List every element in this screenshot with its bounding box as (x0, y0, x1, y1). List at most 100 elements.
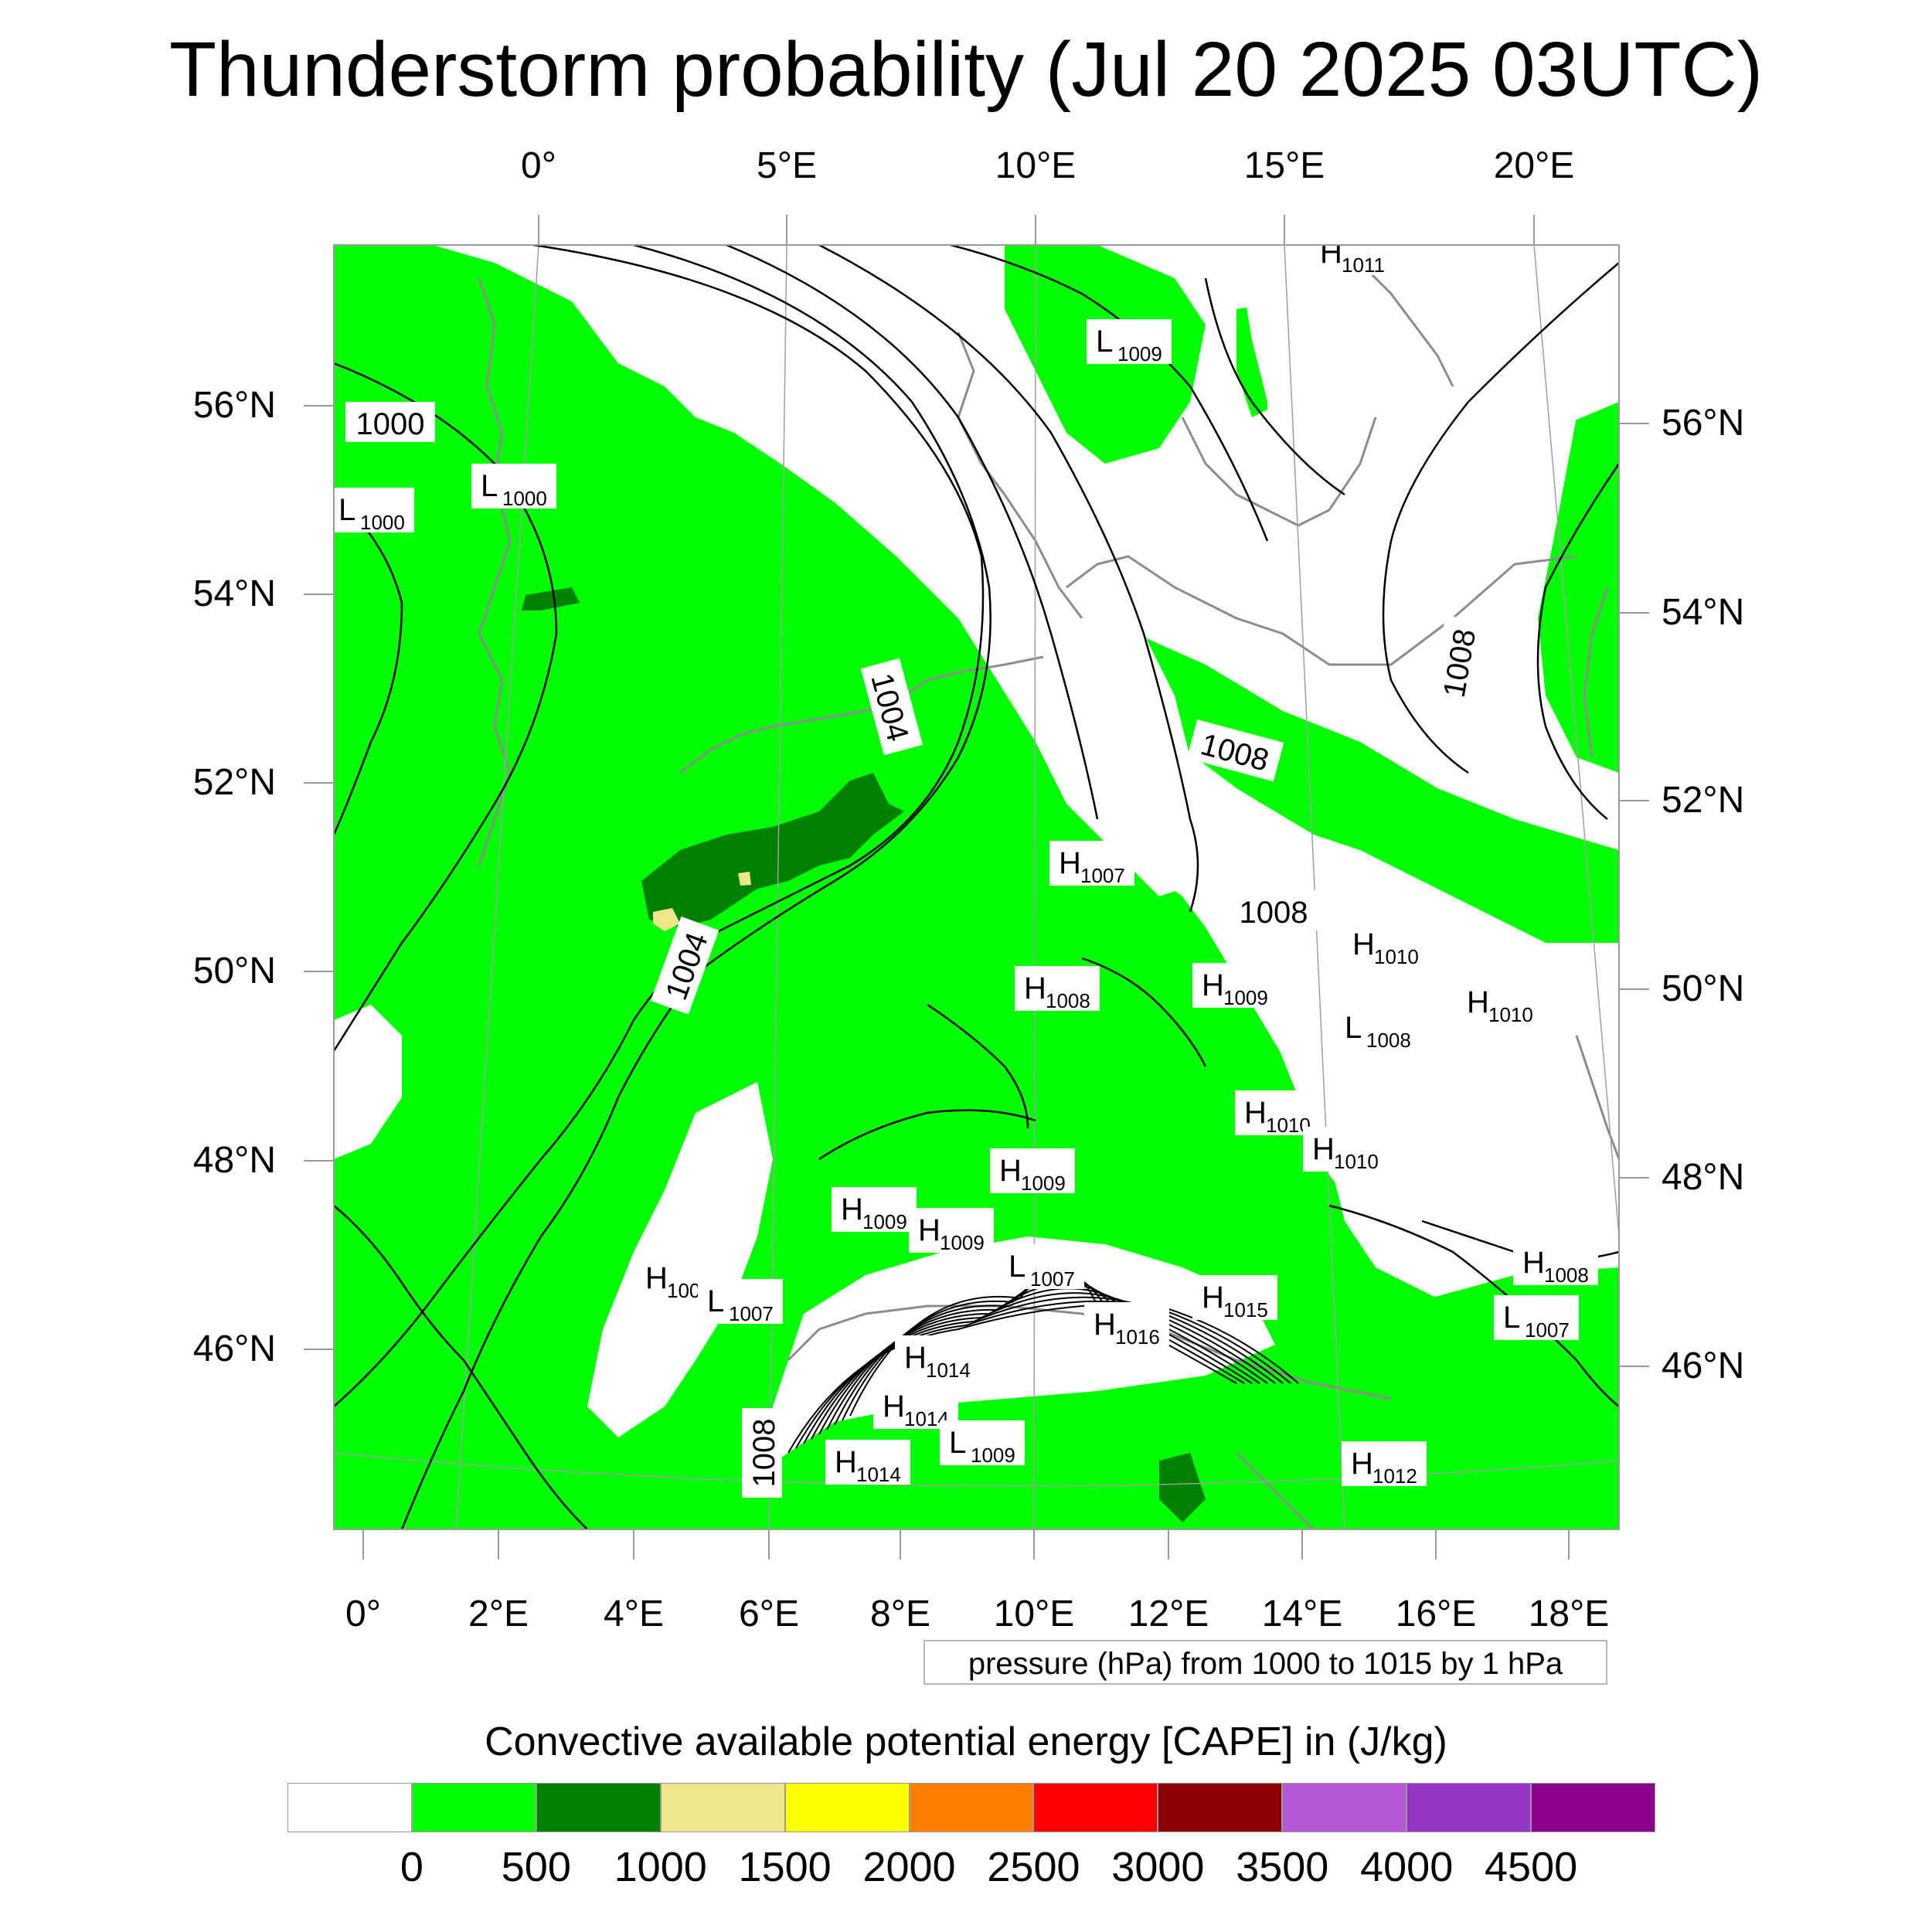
center-value: 1007 (1080, 864, 1125, 887)
cape-moderate-area (641, 773, 904, 927)
label-box (742, 1408, 782, 1498)
coastline (679, 655, 1044, 774)
colorbar-label: 3000 (1111, 1844, 1205, 1890)
isobar-line (1328, 1204, 1619, 1407)
center-value: 1009 (862, 1210, 907, 1233)
center-letter: L (949, 1426, 966, 1460)
high-pressure-center: H 1014 (825, 1440, 910, 1486)
isobar-value-text: 1008 (1240, 896, 1308, 930)
high-pressure-center: H 1014 (895, 1335, 980, 1382)
high-pressure-center: H 1014 (873, 1384, 958, 1430)
center-label-box (999, 1244, 1084, 1289)
center-label-box (1343, 922, 1428, 967)
top-lon-tick: 10°E (995, 145, 1077, 186)
center-letter: H (645, 1261, 668, 1295)
center-letter: L (338, 493, 355, 527)
colorbar-label: 2000 (862, 1844, 956, 1890)
center-label-box (471, 464, 556, 509)
meridian-line (1533, 245, 1619, 1237)
colorbar-swatch (536, 1783, 661, 1832)
low-pressure-center: L 1007 (1494, 1295, 1579, 1342)
center-letter: H (1094, 1308, 1116, 1342)
center-letter: L (1096, 325, 1113, 359)
center-label-box (1192, 963, 1277, 1008)
bottom-lon-tick: 4°E (604, 1594, 664, 1634)
colorbar-label: 0 (400, 1844, 423, 1890)
high-pressure-center: H 1009 (990, 1148, 1075, 1195)
center-letter: H (1024, 971, 1046, 1005)
center-letter: H (918, 1213, 940, 1247)
high-pressure-center: H 1009 (1192, 963, 1277, 1009)
bottom-lon-tick: 18°E (1528, 1594, 1610, 1634)
low-pressure-center: L 1008 (1335, 1005, 1420, 1052)
center-label-box (1049, 841, 1134, 886)
right-lat-tick: 54°N (1662, 592, 1745, 633)
colorbar-swatch (1531, 1783, 1655, 1832)
center-value: 1012 (1372, 1464, 1417, 1488)
center-label-box (990, 1148, 1075, 1193)
center-label-box (1342, 1441, 1427, 1486)
center-value: 1007 (1525, 1318, 1570, 1342)
top-lon-tick: 0° (521, 145, 556, 186)
isobar-line (1204, 277, 1345, 496)
isobar-line (334, 362, 558, 1052)
cape-high-area (653, 908, 680, 931)
low-pressure-center: L 1007 (698, 1279, 783, 1325)
figure-title: Thunderstorm probability (Jul 20 2025 03… (168, 26, 1764, 113)
colorbar-swatch (1158, 1783, 1283, 1832)
colorbar-swatch (660, 1783, 785, 1832)
coastline (957, 332, 1083, 619)
colorbar-label: 2500 (987, 1844, 1080, 1890)
colorbar-label: 4000 (1360, 1844, 1454, 1890)
center-label-box (1513, 1240, 1598, 1285)
center-letter: H (835, 1445, 857, 1479)
cape-high-area (738, 872, 751, 886)
right-lat-tick: 56°N (1662, 403, 1745, 444)
center-letter: H (904, 1341, 927, 1375)
bottom-lon-tick: 14°E (1261, 1594, 1343, 1634)
high-pressure-center: H 1016 (1084, 1302, 1169, 1349)
isobar-line (1382, 262, 1619, 774)
colorbar-swatch (1033, 1783, 1158, 1832)
center-value: 1009 (1223, 986, 1268, 1009)
center-value: 1011 (1342, 253, 1385, 277)
label-box (345, 402, 435, 442)
low-pressure-center: L 1000 (334, 488, 414, 534)
center-letter: H (883, 1389, 905, 1423)
center-letter: L (481, 469, 498, 503)
center-letter: H (1202, 1281, 1224, 1315)
center-label-box (1335, 1005, 1420, 1050)
center-letter: L (1503, 1301, 1520, 1335)
isobar-line (334, 494, 403, 835)
high-pressure-center: H 1009 (909, 1208, 994, 1254)
center-label-box (698, 1279, 783, 1324)
center-label-box (1192, 1275, 1277, 1320)
bottom-lon-tick: 8°E (870, 1594, 930, 1634)
meridian-line (1284, 245, 1345, 1529)
label-box (650, 916, 719, 1015)
left-lat-tick: 54°N (192, 573, 276, 614)
isobar-line (818, 245, 1199, 913)
colorbar-title: Convective available potential energy [C… (485, 1719, 1447, 1764)
high-pressure-center: H 1008 (1513, 1240, 1598, 1287)
high-pressure-center: H 1015 (1192, 1275, 1277, 1321)
isobar-line (400, 245, 992, 1529)
center-letter: H (1059, 846, 1081, 880)
high-pressure-center: H 1011 (1311, 245, 1396, 277)
label-box (1229, 890, 1318, 930)
left-lat-tick: 56°N (192, 385, 276, 426)
center-value: 1014 (926, 1359, 971, 1382)
isobar-line (818, 1109, 1036, 1161)
cape-area (334, 1082, 556, 1329)
meridian-line (1033, 245, 1036, 1529)
left-lat-tick: 50°N (192, 951, 276, 992)
center-label-box (334, 488, 414, 532)
center-letter: H (1351, 1447, 1373, 1481)
coastline (478, 277, 512, 866)
center-letter: L (1009, 1250, 1026, 1284)
cape-moderate-area (1159, 1453, 1206, 1522)
cape-moderate-area (522, 587, 580, 611)
center-letter: H (1244, 1096, 1267, 1130)
center-letter: H (841, 1192, 863, 1226)
